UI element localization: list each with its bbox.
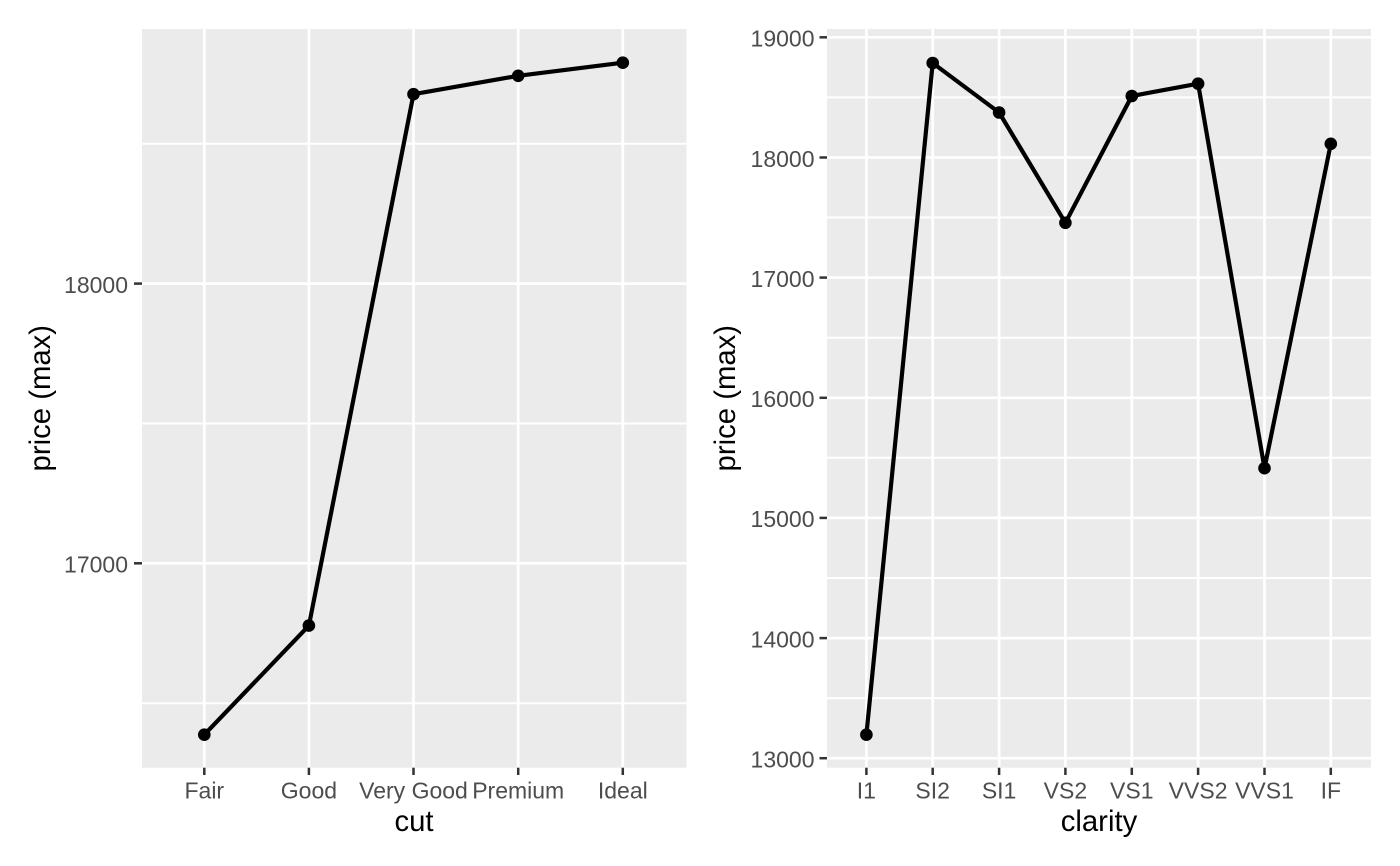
svg-text:14000: 14000 bbox=[751, 626, 815, 652]
svg-text:17000: 17000 bbox=[64, 552, 128, 578]
svg-text:cut: cut bbox=[394, 805, 433, 838]
svg-text:Good: Good bbox=[281, 777, 337, 803]
svg-text:17000: 17000 bbox=[751, 266, 815, 292]
svg-text:Very Good: Very Good bbox=[359, 777, 468, 803]
svg-text:15000: 15000 bbox=[751, 506, 815, 532]
svg-text:SI1: SI1 bbox=[982, 777, 1017, 803]
svg-text:SI2: SI2 bbox=[915, 777, 950, 803]
svg-text:Ideal: Ideal bbox=[598, 777, 648, 803]
svg-text:clarity: clarity bbox=[1061, 805, 1138, 838]
svg-text:I1: I1 bbox=[857, 777, 876, 803]
svg-text:VS2: VS2 bbox=[1044, 777, 1087, 803]
svg-text:13000: 13000 bbox=[751, 747, 815, 773]
svg-text:VVS2: VVS2 bbox=[1169, 777, 1228, 803]
svg-text:18000: 18000 bbox=[64, 272, 128, 298]
svg-text:Premium: Premium bbox=[472, 777, 564, 803]
svg-text:VVS1: VVS1 bbox=[1235, 777, 1294, 803]
svg-text:18000: 18000 bbox=[751, 146, 815, 172]
svg-text:IF: IF bbox=[1321, 777, 1341, 803]
svg-text:16000: 16000 bbox=[751, 386, 815, 412]
svg-text:VS1: VS1 bbox=[1110, 777, 1153, 803]
svg-text:price (max): price (max) bbox=[24, 325, 57, 472]
svg-text:price (max): price (max) bbox=[709, 325, 742, 472]
svg-text:19000: 19000 bbox=[751, 26, 815, 52]
svg-text:Fair: Fair bbox=[184, 777, 224, 803]
